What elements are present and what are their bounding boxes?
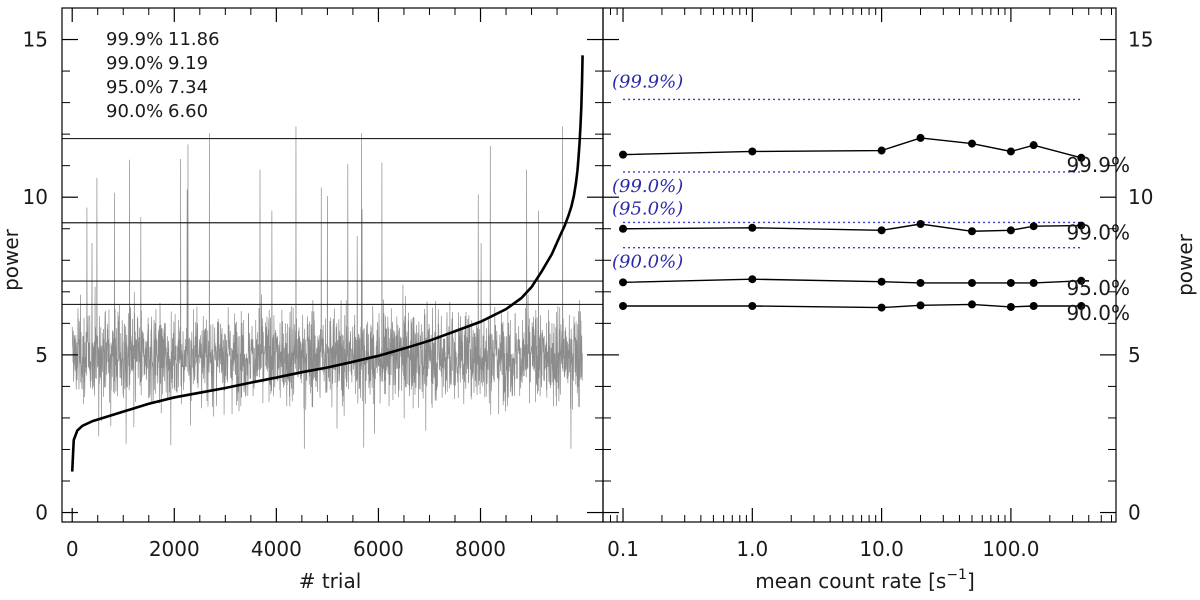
annotation-power-1: 9.19: [168, 53, 208, 74]
right-y-tick-label-1: 5: [1128, 343, 1141, 367]
series-label-3: 90.0%: [1066, 301, 1130, 325]
series-point-3-0: [619, 301, 628, 310]
series-point-2-1: [748, 275, 757, 284]
annotation-power-2: 7.34: [168, 77, 208, 98]
left-y-tick-label-1: 5: [35, 343, 48, 367]
left-x-tick-label-1: 2000: [149, 537, 200, 561]
series-point-0-6: [1029, 141, 1038, 150]
series-point-1-6: [1029, 222, 1038, 231]
left-x-tick-label-3: 6000: [353, 537, 404, 561]
series-point-3-2: [877, 303, 886, 312]
right-x-axis-label-main: mean count rate [s: [755, 569, 946, 593]
measured-level-series: 99.9% 99.0% 95.0%90.0%: [619, 133, 1130, 325]
noise-trace: [71, 126, 583, 449]
right-x-tick-label-0: 0.1: [607, 537, 639, 561]
series-point-3-6: [1029, 301, 1038, 310]
left-x-tick-label-4: 8000: [455, 537, 506, 561]
left-y-tick-label-0: 0: [35, 501, 48, 525]
left-y-tick-label-2: 10: [23, 185, 48, 209]
series-point-0-3: [916, 133, 925, 142]
series-point-1-1: [748, 223, 757, 232]
sorted-power-curve: [70, 55, 584, 472]
annotation-level-1: 99.0%: [106, 53, 163, 74]
series-point-3-4: [967, 300, 976, 309]
series-point-0-2: [877, 146, 886, 155]
series-label-1: 99.0%: [1066, 221, 1130, 245]
right-x-tick-label-1: 1.0: [736, 537, 768, 561]
series-point-3-7: [1077, 301, 1086, 310]
series-point-2-2: [877, 277, 886, 286]
expected-label-1: (99.0%): [612, 176, 683, 197]
right-y-ticks: 0 5 10 15: [603, 28, 1153, 525]
threshold-lines: [62, 137, 603, 306]
right-y-tick-label-2: 10: [1128, 185, 1153, 209]
series-point-1-4: [967, 227, 976, 236]
right-plot-frame: [602, 7, 1117, 523]
series-point-0-5: [1006, 147, 1015, 156]
annotation-power-0: 11.86: [168, 29, 220, 50]
left-y-axis-label: power: [0, 228, 23, 291]
expected-label-0: (99.9%): [612, 71, 683, 92]
annotation-level-2: 95.0%: [106, 77, 163, 98]
right-x-axis-label: mean count rate [s−1]: [755, 567, 975, 593]
right-x-ticks: 0.1 1.0 10.0 100.0: [607, 8, 1113, 561]
right-y-tick-label-3: 15: [1128, 28, 1153, 52]
right-panel: (99.9%)(99.0%)(95.0%)(90.0%) 99.9%99.0%9…: [603, 8, 1197, 593]
left-x-tick-label-2: 4000: [251, 537, 302, 561]
left-y-tick-label-3: 15: [23, 28, 48, 52]
annotation-level-0: 99.9%: [106, 29, 163, 50]
series-point-3-5: [1006, 302, 1015, 311]
right-x-axis-label-sup: −1: [946, 567, 967, 583]
annotation-power-3: 6.60: [168, 101, 208, 122]
right-x-tick-label-2: 10.0: [859, 537, 904, 561]
expected-level-lines: (99.9%) (99.0%)(95.0%) (90.0%): [612, 71, 1082, 273]
series-point-3-3: [916, 301, 925, 310]
right-y-tick-label-0: 0: [1128, 501, 1141, 525]
series-point-0-0: [619, 150, 628, 159]
series-point-1-2: [877, 226, 886, 235]
series-point-2-4: [967, 278, 976, 287]
series-point-0-7: [1077, 153, 1086, 162]
right-x-axis-label-close: ]: [967, 569, 975, 593]
left-x-tick-label-0: 0: [66, 537, 79, 561]
series-label-2: 95.0%: [1066, 276, 1130, 300]
series-point-2-5: [1006, 278, 1015, 287]
noise-trace-path: [71, 126, 583, 449]
left-x-ticks: 0 2000 4000 6000 8000: [66, 8, 558, 561]
series-point-2-0: [619, 278, 628, 287]
series-label-0: 99.9%: [1066, 153, 1130, 177]
annotation-level-3: 90.0%: [106, 101, 163, 122]
series-point-0-1: [748, 147, 757, 156]
series-point-1-0: [619, 224, 628, 233]
expected-label-2: (95.0%): [612, 198, 683, 219]
left-y-ticks: 0 5 10 15: [23, 28, 603, 525]
expected-label-3: (90.0%): [612, 252, 683, 273]
right-y-axis-label: power: [1173, 233, 1197, 296]
series-point-3-1: [748, 301, 757, 310]
series-point-2-3: [916, 278, 925, 287]
series-point-1-5: [1006, 226, 1015, 235]
right-x-tick-label-3: 100.0: [982, 537, 1039, 561]
series-point-2-6: [1029, 278, 1038, 287]
left-x-axis-label: # trial: [299, 569, 362, 593]
series-point-1-3: [916, 220, 925, 229]
series-point-0-4: [967, 139, 976, 148]
series-point-1-7: [1077, 221, 1086, 230]
series-point-2-7: [1077, 276, 1086, 285]
